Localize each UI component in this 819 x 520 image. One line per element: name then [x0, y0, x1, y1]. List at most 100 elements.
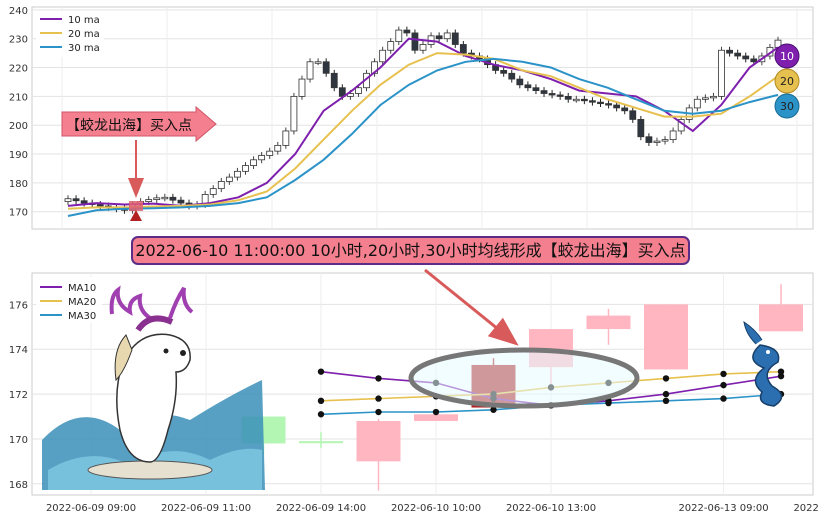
top-candle-body — [64, 198, 72, 203]
bottom-y-tick: 174 — [9, 345, 28, 356]
top-candle-body — [742, 55, 750, 60]
top-candle-body — [613, 104, 621, 109]
crossover-highlight — [408, 347, 640, 409]
top-candle-body — [306, 61, 314, 80]
legend-label-MA30: MA30 — [68, 311, 96, 322]
top-candle-body — [330, 72, 338, 89]
top-candle-body — [250, 159, 257, 166]
top-y-tick: 230 — [9, 35, 28, 46]
top-candle-body — [322, 61, 330, 74]
top-candle-body — [548, 93, 556, 96]
bottom-x-tick: 2022-06-13 09:00 — [678, 503, 768, 514]
badge-ma30-label: 30 — [780, 100, 794, 113]
top-candle-body — [637, 119, 645, 138]
legend-label-MA20: MA20 — [68, 297, 96, 308]
bottom-y-tick: 176 — [9, 300, 28, 311]
top-candle-body — [314, 61, 322, 64]
banner-pointer-arrow — [424, 268, 519, 346]
top-candle-body — [403, 29, 411, 34]
top-candle-body — [234, 170, 241, 178]
bottom-ma-point — [720, 381, 727, 389]
top-candle-body — [572, 98, 580, 102]
top-y-tick: 240 — [9, 6, 28, 17]
top-y-tick: 220 — [9, 64, 28, 75]
top-candle-body — [580, 98, 588, 102]
bottom-x-tick: 2022-06-09 11:00 — [161, 503, 251, 514]
top-ma-line-30ma — [67, 57, 779, 217]
top-candle-body — [282, 130, 290, 146]
bottom-ma-point — [662, 375, 670, 382]
bottom-ma-point — [317, 411, 325, 418]
top-candle-body — [653, 140, 661, 143]
top-candle-body — [411, 32, 419, 51]
top-y-tick: 210 — [9, 92, 28, 103]
bottom-candle-body — [586, 315, 631, 330]
legend-label-ma20: 20 ma — [68, 29, 100, 40]
top-candle-body — [556, 94, 564, 97]
top-y-tick: 190 — [9, 150, 28, 161]
top-candle-body — [72, 198, 80, 202]
top-candle-body — [645, 136, 653, 143]
bottom-legend: MA10 MA20 MA30 — [36, 277, 102, 323]
bottom-candle-body — [299, 441, 343, 444]
top-candle-body — [451, 32, 459, 45]
top-candle-body — [153, 197, 161, 200]
top-candle-body — [169, 196, 177, 201]
bottom-ma-point — [605, 399, 612, 407]
top-candle-body — [701, 97, 709, 100]
legend-label-ma10: 10 ma — [68, 15, 100, 26]
top-candle-body — [516, 78, 524, 86]
bottom-ma-point — [777, 372, 785, 380]
top-y-tick: 200 — [9, 121, 28, 132]
top-candle-body — [258, 155, 266, 161]
bottom-ma-point — [375, 395, 382, 402]
legend-label-MA10: MA10 — [68, 283, 96, 294]
top-candle-body — [419, 44, 427, 51]
ma-badges: 10 20 30 — [774, 43, 800, 119]
badge-ma30-icon — [774, 93, 800, 119]
dragon-illustration — [743, 320, 783, 407]
top-candle-body — [161, 196, 169, 200]
top-candle-body — [540, 90, 548, 94]
top-ma-lines — [67, 37, 779, 217]
bottom-x-tick-labels: 2022-06-09 09:00 2022-06-09 11:00 2022-06-… — [46, 503, 819, 514]
top-candle-body — [145, 199, 153, 203]
bottom-y-tick: 170 — [9, 435, 28, 446]
bottom-y-tick-labels: 168 170 172 174 176 — [9, 300, 28, 490]
top-candle-body — [661, 139, 669, 142]
bottom-ma-point — [375, 375, 382, 382]
top-candle-body — [298, 78, 306, 97]
bottom-ma-point — [490, 406, 497, 413]
bottom-y-tick: 172 — [9, 390, 28, 401]
callout-label: 【蛟龙出海】买入点 — [66, 118, 192, 134]
top-y-tick-labels: 170 180 190 200 210 220 230 240 — [9, 6, 28, 219]
bottom-ma-point — [432, 408, 440, 416]
top-y-tick: 170 — [9, 208, 28, 219]
top-candle-body — [266, 150, 274, 156]
bottom-ma-point — [720, 370, 727, 378]
top-candle-body — [209, 188, 217, 195]
bottom-x-tick: 2022-06-10 10:00 — [391, 503, 481, 514]
top-candle-body — [629, 110, 637, 120]
badge-ma10-label: 10 — [780, 50, 794, 63]
top-candle-body — [710, 95, 717, 99]
badge-ma20-icon — [774, 68, 800, 94]
bottom-x-tick: 2022-06-10 13:00 — [506, 503, 596, 514]
top-candle-body — [597, 101, 604, 105]
bottom-candle-body — [644, 304, 688, 370]
signal-marker — [128, 140, 144, 221]
top-candle-body — [693, 98, 701, 109]
bottom-ma-point — [777, 368, 785, 375]
top-candle-body — [669, 130, 677, 141]
bottom-candle-body — [356, 421, 401, 462]
top-candle-body — [605, 103, 612, 106]
bottom-candle-body — [414, 414, 458, 421]
top-candle-body — [750, 58, 758, 63]
top-candle-body — [500, 70, 508, 74]
badge-ma10-icon — [774, 43, 800, 69]
bottom-ma-point — [720, 395, 727, 402]
bottom-ma-point — [317, 368, 325, 375]
bottom-ma-point — [662, 390, 670, 398]
